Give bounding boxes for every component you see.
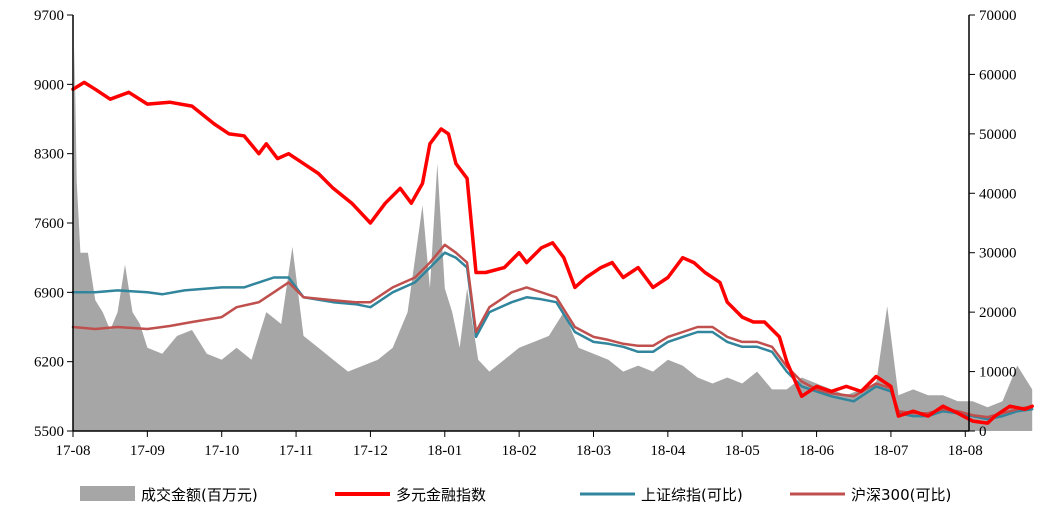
y-right-tick-label: 40000 xyxy=(979,186,1017,202)
legend-label: 上证综指(可比) xyxy=(641,486,743,504)
y-left-tick-label: 9000 xyxy=(34,77,64,93)
x-tick-label: 17-08 xyxy=(56,443,91,459)
x-tick-label: 18-07 xyxy=(873,443,908,459)
x-tick-label: 18-04 xyxy=(650,443,685,459)
x-tick-label: 18-03 xyxy=(576,443,611,459)
x-tick-label: 18-08 xyxy=(948,443,983,459)
y-right-tick-label: 20000 xyxy=(979,305,1017,321)
y-left-tick-label: 7600 xyxy=(34,216,64,232)
x-tick-label: 17-11 xyxy=(279,443,313,459)
y-left-tick-label: 5500 xyxy=(34,424,64,440)
y-right-tick-label: 0 xyxy=(979,424,987,440)
x-tick-label: 17-12 xyxy=(353,443,388,459)
y-right-tick-label: 30000 xyxy=(979,246,1017,262)
legend-label: 多元金融指数 xyxy=(396,486,486,504)
series-financial-index-line xyxy=(71,80,1034,425)
x-tick-label: 17-10 xyxy=(204,443,239,459)
y-right-tick-label: 50000 xyxy=(979,127,1017,143)
y-left-tick-label: 6200 xyxy=(34,355,64,371)
x-tick-label: 17-09 xyxy=(130,443,165,459)
y-right-tick-label: 60000 xyxy=(979,67,1017,83)
x-tick-label: 18-05 xyxy=(725,443,760,459)
line-layer xyxy=(71,80,1034,425)
series-volume-area xyxy=(73,44,1033,431)
legend-label: 沪深300(可比) xyxy=(851,486,951,504)
x-tick-label: 18-02 xyxy=(502,443,537,459)
y-right-tick-label: 70000 xyxy=(979,8,1017,24)
y-left-tick-label: 6900 xyxy=(34,285,64,301)
x-tick-label: 18-01 xyxy=(427,443,462,459)
legend: 成交金额(百万元) 多元金融指数 上证综指(可比) 沪深300(可比) xyxy=(80,486,951,504)
x-tick-label: 18-06 xyxy=(799,443,834,459)
y-left-tick-label: 9700 xyxy=(34,8,64,24)
ticks-layer: 9700 9000 8300 7600 6900 6200 5500 70000 60000 50… xyxy=(34,8,1017,459)
area-layer xyxy=(73,44,1033,431)
legend-label: 成交金额(百万元) xyxy=(141,486,258,504)
legend-swatch-area xyxy=(80,486,135,501)
y-left-tick-label: 8300 xyxy=(34,147,64,163)
y-right-tick-label: 10000 xyxy=(979,365,1017,381)
